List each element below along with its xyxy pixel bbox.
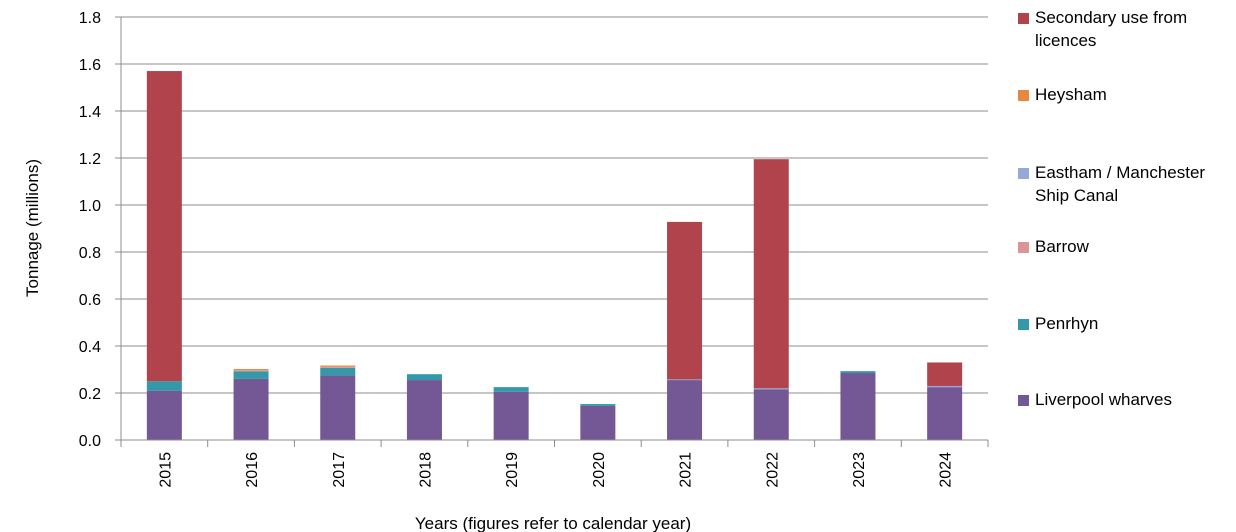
legend-item: Heysham [1018, 83, 1233, 106]
x-axis-ticks: 2015 2016 2017 2018 2019 2020 2021 2022 2023 2024 [120, 440, 989, 488]
legend-swatch [1018, 395, 1029, 406]
bar-penrhyn-2017 [320, 367, 356, 376]
legend-item: Barrow [1018, 235, 1233, 258]
y-tick-label: 1.4 [79, 104, 101, 121]
y-tick-label: 1.8 [79, 10, 101, 27]
bar-penrhyn-2019 [493, 387, 529, 392]
legend-swatch [1018, 13, 1029, 24]
bar-penrhyn-2018 [406, 374, 442, 381]
legend-label: Eastham / Manchester Ship Canal [1035, 163, 1206, 205]
x-axis-title: Years (figures refer to calendar year) [415, 514, 691, 532]
bar-liverpool-wharves-2018 [406, 380, 442, 440]
y-axis-ticks: 0.0 0.2 0.4 0.6 0.8 1.0 1.2 1.4 1.6 1.8 [79, 10, 121, 450]
bar-eastham-manchester-ship-canal-2022 [753, 388, 789, 390]
y-tick-label: 1.2 [79, 151, 101, 168]
bar-secondary-use-from-licences-2021 [667, 221, 703, 380]
y-tick-label: 0.0 [79, 433, 101, 450]
bar-heysham-2017 [320, 365, 356, 367]
bar-penrhyn-2015 [146, 381, 182, 391]
bar-liverpool-wharves-2022 [753, 389, 789, 440]
legend: Secondary use from licences Heysham Eastha… [1018, 0, 1233, 532]
y-tick-label: 0.8 [79, 245, 101, 262]
bar-secondary-use-from-licences-2015 [146, 71, 182, 382]
bars [146, 71, 963, 440]
x-tick-label: 2024 [938, 452, 955, 488]
bar-liverpool-wharves-2020 [580, 405, 616, 440]
legend-label: Liverpool wharves [1035, 390, 1173, 409]
legend-item: Eastham / Manchester Ship Canal [1018, 161, 1233, 207]
y-axis-title: Tonnage (millions) [23, 159, 42, 297]
stacked-bar-chart: 0.00.20.40.60.81.01.21.41.61.8 2015 2016 2… [23, 10, 989, 532]
bar-eastham-manchester-ship-canal-2021 [667, 379, 703, 381]
legend-item: Penrhyn [1018, 312, 1233, 335]
legend-label: Secondary use from licences [1035, 8, 1188, 50]
y-tick-label: 1.6 [79, 57, 101, 74]
bar-liverpool-wharves-2015 [146, 390, 182, 440]
legend-item: Secondary use from licences [1018, 6, 1233, 52]
legend-label: Heysham [1035, 85, 1107, 104]
bar-liverpool-wharves-2016 [233, 378, 269, 440]
legend-label: Barrow [1035, 237, 1089, 256]
y-tick-label: 0.4 [79, 339, 101, 356]
y-tick-label: 0.2 [79, 386, 101, 403]
x-tick-label: 2019 [504, 452, 521, 488]
bar-heysham-2016 [233, 369, 269, 371]
x-tick-label: 2017 [331, 452, 348, 488]
legend-swatch [1018, 319, 1029, 330]
legend-item: Liverpool wharves [1018, 388, 1233, 411]
bar-liverpool-wharves-2023 [840, 373, 876, 440]
legend-swatch [1018, 168, 1029, 179]
legend-label: Penrhyn [1035, 314, 1099, 333]
bar-penrhyn-2016 [233, 371, 269, 379]
x-tick-label: 2015 [157, 452, 174, 488]
bar-eastham-manchester-ship-canal-2024 [927, 385, 963, 388]
x-tick-label: 2022 [764, 452, 781, 488]
bar-liverpool-wharves-2019 [493, 391, 529, 440]
gridlines [121, 16, 988, 394]
x-tick-label: 2023 [851, 452, 868, 488]
bar-penrhyn-2023 [840, 371, 876, 374]
y-tick-label: 1.0 [79, 198, 101, 215]
bar-secondary-use-from-licences-2024 [927, 362, 963, 386]
legend-swatch [1018, 90, 1029, 101]
bar-liverpool-wharves-2024 [927, 387, 963, 440]
x-tick-label: 2018 [417, 452, 434, 488]
x-tick-label: 2020 [591, 452, 608, 488]
legend-swatch [1018, 242, 1029, 253]
y-tick-label: 0.6 [79, 292, 101, 309]
bar-barrow-2017 [320, 366, 356, 368]
x-tick-label: 2021 [678, 452, 695, 488]
bar-liverpool-wharves-2021 [667, 380, 703, 440]
bar-secondary-use-from-licences-2022 [753, 159, 789, 389]
bar-penrhyn-2020 [580, 404, 616, 406]
bar-barrow-2016 [233, 370, 269, 372]
x-tick-label: 2016 [244, 452, 261, 488]
bar-liverpool-wharves-2017 [320, 375, 356, 440]
